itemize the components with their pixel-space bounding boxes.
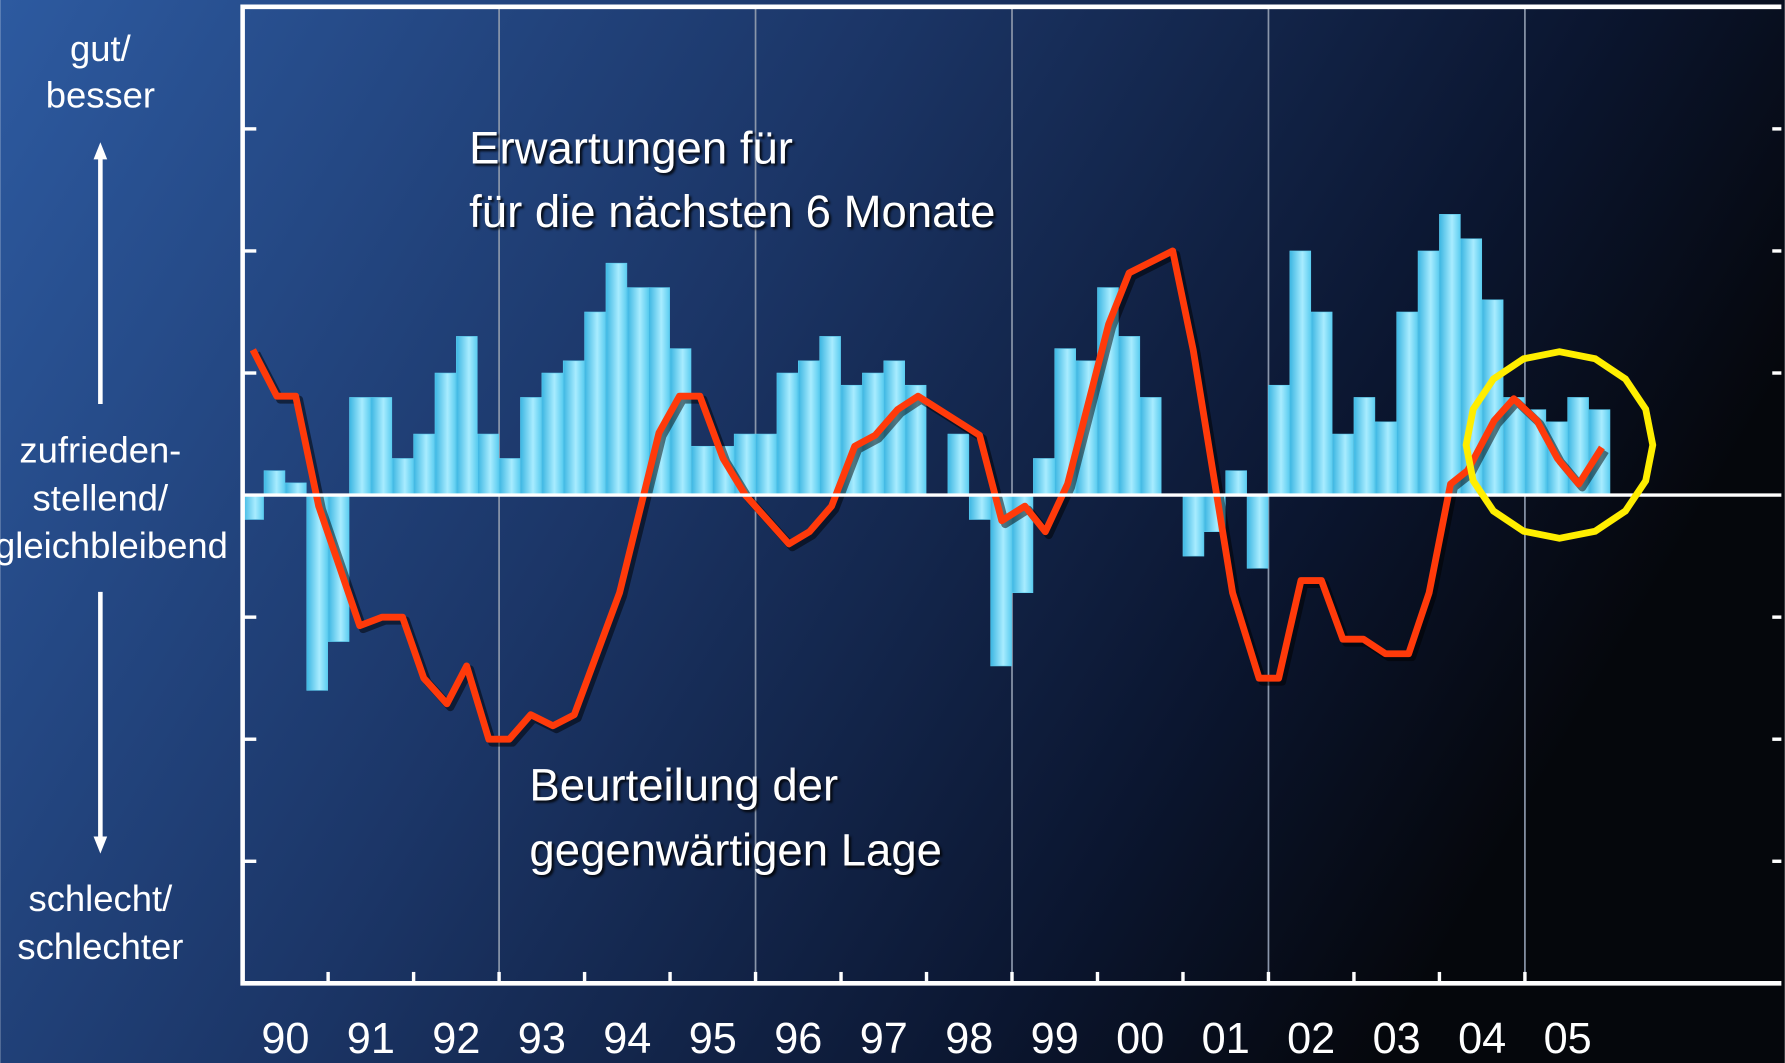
bar (1139, 397, 1162, 496)
x-tick-label: 99 (1031, 1015, 1079, 1063)
x-tick-label: 97 (860, 1015, 908, 1063)
bar (1289, 250, 1312, 496)
line (249, 247, 1605, 743)
highlight-circle (1462, 348, 1657, 542)
axis-frame (240, 4, 1782, 986)
bar (1033, 458, 1055, 496)
axis-label: schlecht/ (29, 878, 174, 919)
annotation: Erwartungen für (469, 122, 793, 173)
bar (691, 445, 713, 496)
bar (755, 433, 777, 496)
bar (1375, 421, 1397, 496)
axis-label: schlechter (17, 926, 183, 967)
bar (1332, 433, 1354, 496)
x-tick-label: 05 (1544, 1015, 1592, 1063)
bar (968, 494, 991, 520)
x-tick-label: 98 (945, 1015, 993, 1063)
bar (798, 360, 820, 496)
bar (1439, 214, 1461, 496)
bar (370, 397, 393, 496)
bar (498, 458, 521, 496)
bar (584, 311, 606, 496)
axis-label: besser (46, 75, 155, 116)
bar (1268, 384, 1290, 496)
bar (391, 458, 414, 496)
bar (562, 360, 585, 496)
x-tick-label: 03 (1373, 1015, 1421, 1063)
bar (947, 433, 970, 496)
x-tick-label: 04 (1458, 1015, 1506, 1063)
bar (456, 336, 478, 496)
axis-label: stellend/ (33, 477, 169, 518)
annotation: gegenwärtigen Lage (529, 825, 942, 876)
bar (413, 433, 435, 496)
axis-label: gleichbleibend (0, 525, 228, 566)
bar (285, 482, 307, 496)
bar (819, 336, 841, 496)
x-tick-label: 00 (1116, 1015, 1164, 1063)
bar (1246, 494, 1269, 569)
bar (1396, 311, 1418, 496)
x-tick-label: 92 (432, 1015, 480, 1063)
bar (349, 397, 371, 496)
bar (776, 372, 799, 496)
bar (1118, 336, 1141, 496)
bar (434, 372, 457, 496)
x-tick-label: 90 (261, 1015, 309, 1063)
bar (1481, 299, 1504, 496)
x-tick-label: 96 (774, 1015, 822, 1063)
bar (242, 494, 264, 520)
bar (520, 397, 542, 496)
bar (541, 372, 564, 496)
bar (263, 470, 286, 496)
x-tick-label: 01 (1202, 1015, 1250, 1063)
bar (605, 262, 628, 496)
annotation: Beurteilung der (529, 760, 838, 811)
bar (1182, 494, 1205, 557)
x-tick-label: 91 (347, 1015, 395, 1063)
axis-label: zufrieden- (19, 430, 181, 471)
bar (1353, 397, 1376, 496)
axis-label: gut/ (70, 28, 132, 69)
x-tick-label: 02 (1287, 1015, 1335, 1063)
bar (477, 433, 499, 496)
bar (1310, 311, 1333, 496)
plot-area (240, 4, 1782, 986)
x-tick-label: 95 (689, 1015, 737, 1063)
x-tick-label: 94 (603, 1015, 651, 1063)
bar (627, 287, 649, 496)
annotation: für die nächsten 6 Monate (469, 186, 995, 237)
bar (1225, 470, 1247, 496)
bar (1417, 250, 1440, 496)
x-tick-label: 93 (518, 1015, 566, 1063)
